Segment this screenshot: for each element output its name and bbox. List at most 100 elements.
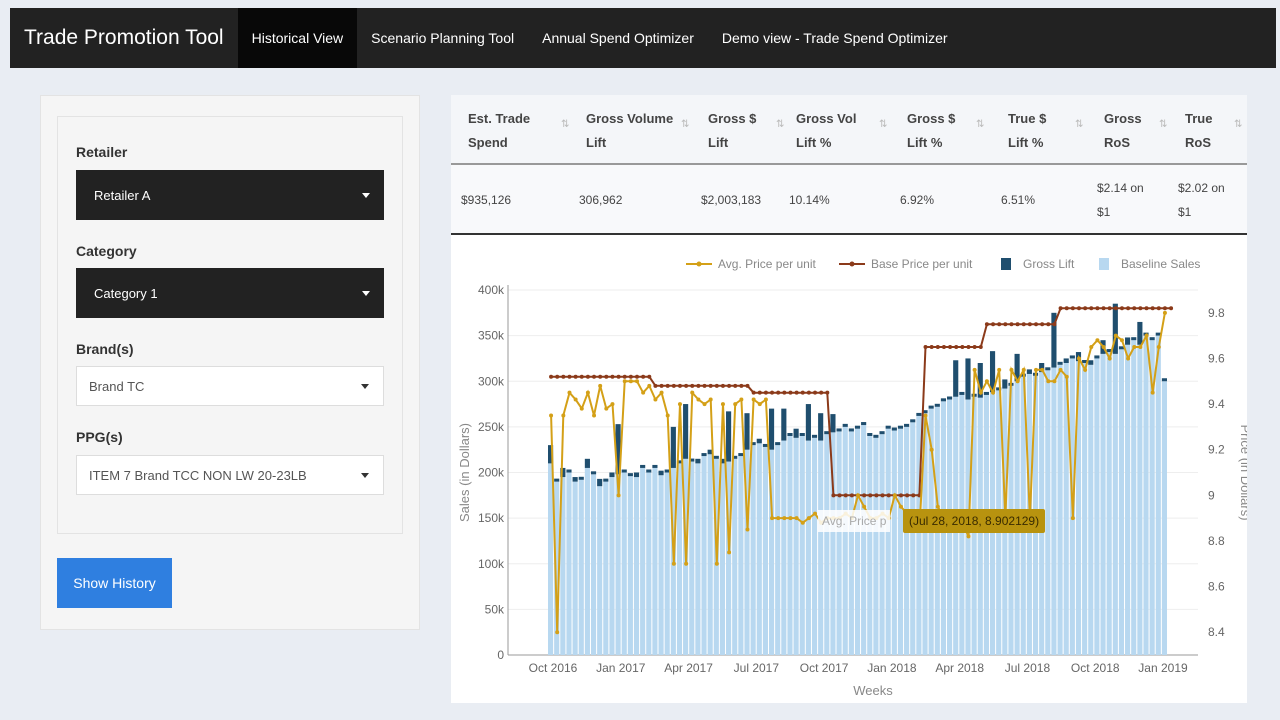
tab-scenario-planning[interactable]: Scenario Planning Tool	[371, 30, 515, 46]
th-true-ros[interactable]: True RoS	[1185, 107, 1212, 155]
avg-price-line-point	[635, 379, 640, 384]
base-price-line-point	[720, 383, 725, 388]
legend-swatch-dot	[696, 261, 702, 267]
base-price-line-point	[800, 390, 805, 395]
avg-price-line-point	[1101, 345, 1106, 350]
avg-price-line-point	[727, 550, 732, 555]
avg-price-line-point	[800, 520, 805, 525]
base-price-line-point	[1138, 306, 1143, 311]
sales-price-chart[interactable]: 0 50k 100k 150k 200k 250k 300k 350k 400k 8.4 8.6 8.…	[451, 240, 1247, 703]
gross-lift-bar	[1069, 355, 1075, 359]
base-price-line-point	[1040, 322, 1045, 327]
th-line: Lift %	[796, 135, 832, 150]
gross-lift-bar	[701, 453, 707, 457]
tab-demo-trade-spend[interactable]: Demo view - Trade Spend Optimizer	[721, 30, 948, 46]
baseline-bar	[1161, 381, 1167, 655]
baseline-bar	[793, 437, 799, 655]
base-price-line-point	[690, 383, 695, 388]
baseline-bar	[891, 430, 897, 655]
y-right-tick-label: 9.6	[1208, 351, 1225, 365]
brands-select[interactable]: Brand TC	[76, 366, 384, 406]
category-select[interactable]: Category 1	[76, 268, 384, 318]
sort-icon[interactable]: ⇅	[776, 119, 785, 130]
gross-lift-bar	[891, 427, 897, 431]
avg-price-line-point	[720, 402, 725, 407]
baseline-bar	[854, 428, 861, 655]
avg-price-line-point	[813, 511, 818, 516]
base-price-line-point	[1064, 306, 1069, 311]
baseline-bar	[1155, 335, 1161, 655]
tab-historical-view[interactable]: Historical View	[237, 8, 358, 68]
baseline-bar	[732, 458, 738, 655]
avg-price-line-point	[592, 413, 597, 418]
baseline-bar	[830, 432, 836, 655]
baseline-bar	[560, 477, 566, 655]
gross-lift-bar	[676, 460, 683, 464]
baseline-bar	[726, 461, 732, 655]
base-price-line-point	[776, 390, 781, 395]
app-title[interactable]: Trade Promotion Tool	[24, 26, 224, 49]
y-tick-label: 0	[497, 648, 504, 662]
base-price-line-point	[573, 374, 578, 379]
sort-icon[interactable]: ⇅	[879, 119, 888, 130]
avg-price-line-point	[776, 516, 781, 521]
sort-icon[interactable]: ⇅	[1234, 119, 1243, 130]
base-price-line-point	[935, 345, 940, 350]
base-price-line-point	[972, 345, 977, 350]
baseline-bar	[775, 445, 781, 655]
th-est-trade-spend[interactable]: Est. Trade Spend	[468, 107, 530, 155]
gross-lift-bar	[768, 408, 775, 450]
baseline-bar	[695, 463, 701, 655]
sort-icon[interactable]: ⇅	[681, 119, 690, 130]
retailer-select[interactable]: Retailer A	[76, 170, 384, 220]
th-gross-dollar-lift-pct[interactable]: Gross $ Lift %	[907, 107, 955, 155]
sort-icon[interactable]: ⇅	[561, 119, 570, 130]
base-price-line-point	[1162, 306, 1167, 311]
base-price-line-point	[984, 322, 989, 327]
baseline-bar	[744, 449, 750, 655]
td-true-dollar-lift-pct: 6.51%	[1001, 193, 1036, 207]
avg-price-line-point	[739, 397, 744, 402]
sort-icon[interactable]: ⇅	[1075, 119, 1084, 130]
show-history-button[interactable]: Show History	[57, 558, 172, 608]
gross-lift-bar	[830, 414, 836, 433]
base-price-line-point	[997, 322, 1002, 327]
y-axis-title: Sales (in Dollars)	[457, 423, 472, 522]
th-gross-ros[interactable]: Gross RoS	[1104, 107, 1142, 155]
sort-icon[interactable]: ⇅	[1159, 119, 1168, 130]
th-line: Gross $	[907, 111, 956, 126]
base-price-line-point	[751, 390, 756, 395]
gross-lift-bar	[713, 455, 719, 459]
gross-lift-bar	[922, 410, 928, 414]
gross-lift-bar	[1149, 337, 1155, 341]
baseline-bar	[1118, 349, 1125, 655]
th-gross-volume-lift[interactable]: Gross Volume Lift	[586, 107, 673, 155]
x-tick-label: Oct 2016	[529, 661, 578, 675]
y-right-tick-label: 9	[1208, 488, 1215, 502]
y-right-tick-label: 8.4	[1208, 625, 1225, 639]
sort-icon[interactable]: ⇅	[976, 119, 985, 130]
avg-price-line-point	[1162, 310, 1167, 315]
baseline-bar	[597, 486, 603, 655]
th-true-dollar-lift-pct[interactable]: True $ Lift %	[1008, 107, 1046, 155]
base-price-line-point	[665, 383, 670, 388]
tab-annual-spend-optimizer[interactable]: Annual Spend Optimizer	[542, 30, 694, 46]
gross-lift-bar	[873, 434, 879, 438]
avg-price-line-point	[1070, 516, 1075, 521]
avg-price-line-point	[1021, 367, 1026, 372]
th-gross-vol-lift-pct[interactable]: Gross Vol Lift %	[796, 107, 856, 155]
ppgs-select[interactable]: ITEM 7 Brand TCC NON LW 20-23LB	[76, 455, 384, 495]
base-price-line-point	[1144, 306, 1149, 311]
base-price-line-point	[1003, 322, 1008, 327]
th-gross-dollar-lift[interactable]: Gross $ Lift	[708, 107, 756, 155]
base-price-line-point	[628, 374, 633, 379]
y-tick-label: 400k	[478, 283, 505, 297]
avg-price-line-point	[935, 504, 940, 509]
base-price-line-point	[819, 390, 824, 395]
gross-lift-bar	[1014, 353, 1020, 382]
gross-lift-bar	[965, 358, 971, 400]
gross-lift-bar	[910, 419, 916, 423]
avg-price-line-point	[1107, 356, 1112, 361]
baseline-bar	[904, 426, 910, 655]
baseline-bar	[554, 481, 560, 655]
